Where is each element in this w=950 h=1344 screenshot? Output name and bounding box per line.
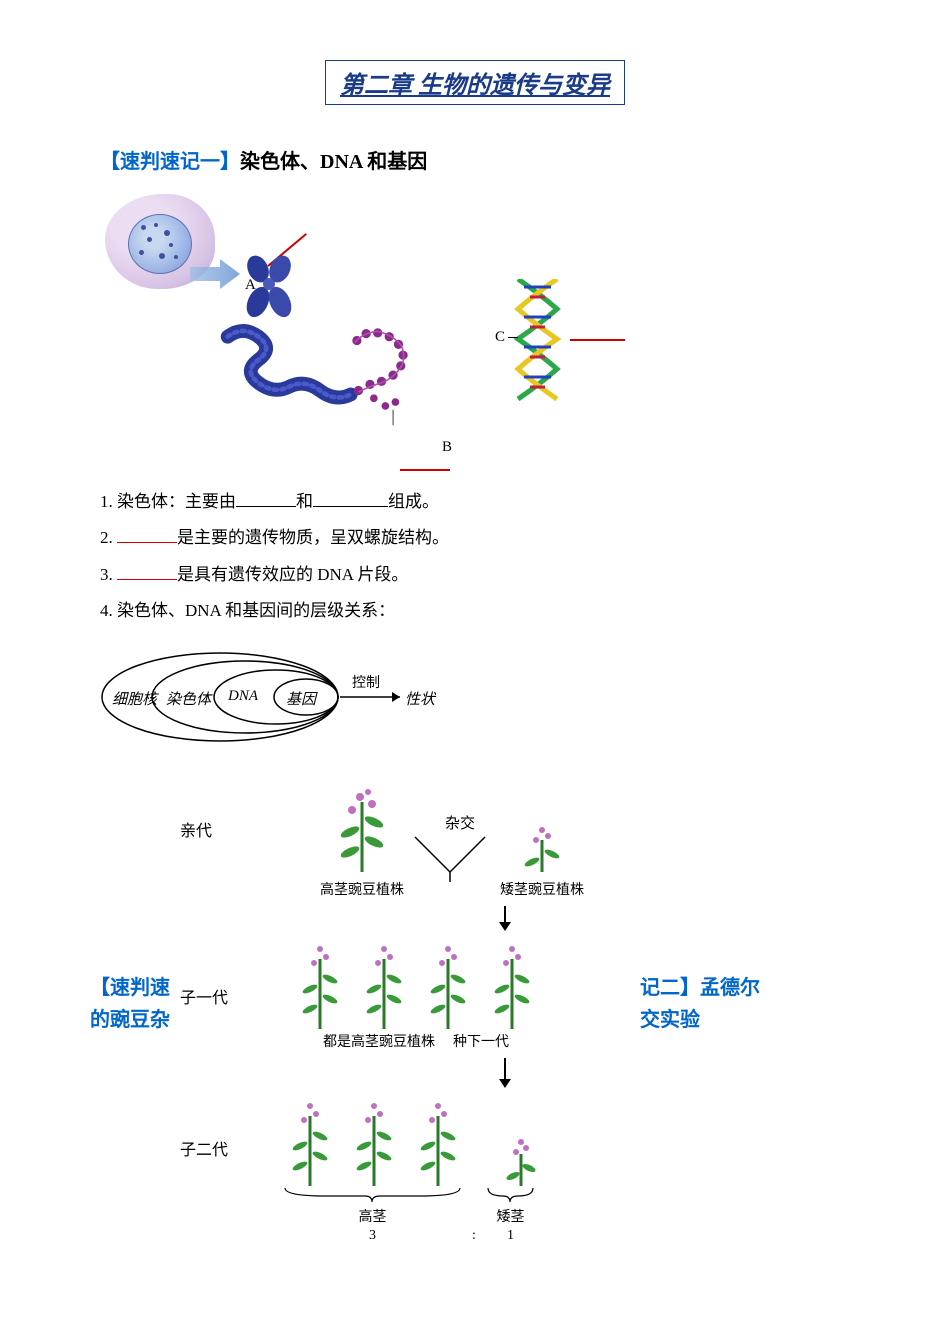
zoom-arrow-icon [190,259,240,289]
q4-num: 4. [100,601,113,620]
f2-tall-2 [344,1096,404,1186]
pea-experiment-section: 【速判速 的豌豆杂 记二】孟德尔 交实验 亲代 高茎豌豆植株 杂交 [100,782,850,1236]
hier-level-0: 细胞核 [112,688,157,709]
label-c-connector [508,337,518,338]
f1-label: 子一代 [180,984,228,1008]
hier-level-2: DNA [228,688,258,705]
f2-tall-label: 高茎 [280,1206,465,1226]
q2-blank [117,525,177,543]
f2-tall-3 [408,1096,468,1186]
hier-level-3: 基因 [286,688,316,709]
cross-arrows-icon [410,832,490,882]
next-gen-label: 种下一代 [453,1031,509,1051]
section1-title-text: 染色体、DNA 和基因 [240,151,427,173]
section1-tag: 速判速记一 [120,151,220,173]
q3-num: 3. [100,565,113,584]
question-4: 4. 染色体、DNA 和基因间的层级关系： [100,596,850,627]
q2-post: 是主要的遗传物质，呈双螺旋结构。 [177,528,449,547]
label-c: C [495,329,505,346]
ratio-sep: : [465,1228,483,1244]
tall-parent-label: 高茎豌豆植株 [320,879,404,899]
q2-num: 2. [100,528,113,547]
label-b: B [442,439,452,456]
section1-heading: 【速判速记一】染色体、DNA 和基因 [100,145,850,174]
brace-tall-icon [280,1186,465,1204]
short-parent-plant: 矮茎豌豆植株 [500,822,584,899]
question-1: 1. 染色体：主要由 和 组成。 [100,487,850,518]
arrow-down-2 [160,1058,850,1092]
q4-text: 染色体、DNA 和基因间的层级关系： [117,601,395,620]
chromatin-coil-icon [220,309,420,449]
chromosome-dna-diagram: A B [100,189,580,469]
f1-plant-1 [290,939,350,1029]
q1-num: 1. [100,492,113,511]
ratio-short: 1 [483,1228,538,1244]
f1-plant-4 [482,939,542,1029]
f2-label: 子二代 [180,1136,228,1160]
q3-blank [117,562,177,580]
f2-row: 子二代 高茎 矮茎 3 : 1 [100,1096,850,1236]
bracket-close: 】 [220,151,240,173]
arrow-down-1 [160,906,850,935]
hierarchy-diagram: 细胞核 染色体 DNA 基因 控制 性状 [100,642,460,752]
q1-mid: 和 [296,492,313,511]
brace-short-icon [483,1186,538,1204]
short-parent-label: 矮茎豌豆植株 [500,879,584,899]
f1-row: 子一代 都是高茎豌豆植株 种下一代 [100,939,850,1054]
f1-plant-3 [418,939,478,1029]
f2-short-label: 矮茎 [483,1206,538,1226]
dna-helix-icon [510,279,565,409]
chapter-title: 第二章 生物的遗传与变异 [325,60,625,105]
hier-target: 性状 [405,688,435,709]
f2-short-1 [496,1136,546,1186]
chapter-title-container: 第二章 生物的遗传与变异 [100,60,850,105]
cross-label: 杂交 [445,812,475,833]
bracket-open: 【 [100,151,120,173]
parent-row: 亲代 高茎豌豆植株 杂交 [100,782,850,902]
hier-arrow-label: 控制 [352,672,380,692]
q1-blank1 [236,489,296,507]
parent-label: 亲代 [180,817,212,841]
question-3: 3. 是具有遗传效应的 DNA 片段。 [100,560,850,591]
q3-post: 是具有遗传效应的 DNA 片段。 [177,565,408,584]
f2-plants: 高茎 矮茎 3 : 1 [280,1096,546,1244]
red-blank-line-c [570,339,625,341]
q1-pre: 染色体：主要由 [117,492,236,511]
f1-all-tall-label: 都是高茎豌豆植株 [323,1031,435,1051]
ratio-tall: 3 [280,1228,465,1244]
hier-level-1: 染色体 [166,688,211,709]
q1-blank2 [313,489,388,507]
red-blank-line-b [400,469,450,471]
tall-parent-plant: 高茎豌豆植株 [320,782,404,899]
q1-post: 组成。 [388,492,439,511]
f1-plants: 都是高茎豌豆植株 种下一代 [290,939,542,1051]
question-2: 2. 是主要的遗传物质，呈双螺旋结构。 [100,523,850,554]
f2-tall-1 [280,1096,340,1186]
f1-plant-2 [354,939,414,1029]
